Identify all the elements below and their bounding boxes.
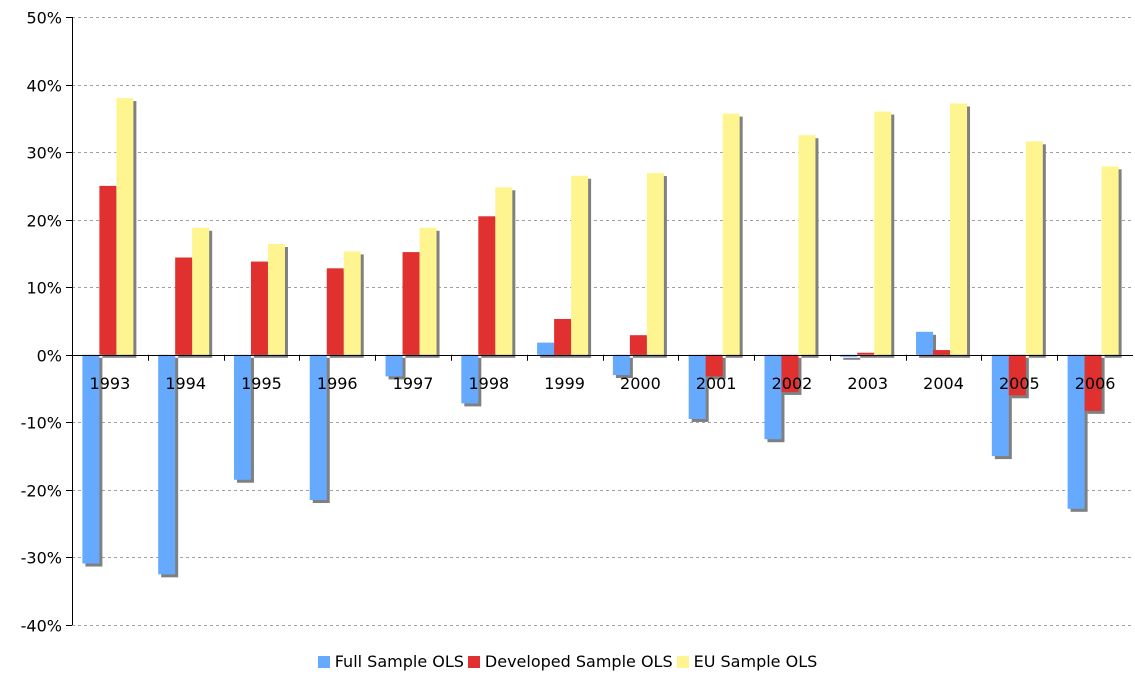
bar [1101,166,1119,355]
legend-item: Full Sample OLS [317,652,464,671]
legend-swatch [317,655,330,668]
bar [309,354,327,501]
bar [764,354,782,440]
x-tick-label: 2005 [999,374,1040,393]
bar [1067,354,1085,509]
legend-label: EU Sample OLS [693,652,818,671]
bar [495,187,513,355]
y-tick-labels: -40% -30% -20% -10% 0% 10% 20% 30% 40% 50% [21,9,62,636]
bar [781,354,799,392]
x-tick-label: 2000 [620,374,661,393]
bar [461,354,479,404]
bar [326,268,344,355]
x-tick-label: 1994 [165,374,206,393]
bar [175,257,193,355]
x-tick-label: 1999 [544,374,585,393]
x-tick-labels: 1993 1994 1995 1996 1997 1998 1999 2000 2001 2002… [90,374,1116,393]
bar [478,216,496,355]
legend-swatch [676,655,689,668]
x-tick-label: 1996 [317,374,358,393]
y-tick-label: -40% [21,617,62,636]
bar-shadow [860,355,878,358]
bar [916,331,934,355]
bar [1008,354,1026,396]
bar [419,227,437,355]
bar [571,175,589,355]
bar [192,227,210,355]
bar [537,342,555,355]
bar [688,354,706,419]
bar [554,318,572,355]
axes [66,17,1133,626]
bar [158,354,176,575]
bar [116,98,134,355]
bar [267,243,285,355]
y-tick-label: 10% [26,279,62,298]
y-tick-label: -20% [21,482,62,501]
bars [82,98,1122,578]
legend-swatch [467,655,480,668]
x-tick-label: 2001 [696,374,737,393]
bar [250,261,268,355]
bar [402,252,420,355]
y-tick-label: 20% [26,212,62,231]
bar [82,354,100,564]
x-tick-label: 1993 [90,374,131,393]
bar [798,135,816,355]
bar [933,350,951,355]
bar [612,354,630,376]
y-tick-label: -30% [21,549,62,568]
bar [991,354,1009,457]
legend: Full Sample OLS Developed Sample OLS EU Sa… [0,652,1135,672]
x-tick-label: 1995 [241,374,282,393]
legend-label: Developed Sample OLS [484,652,673,671]
bar [950,103,968,355]
x-tick-label: 1997 [393,374,434,393]
bar [233,354,251,480]
grid-lines [72,17,1133,626]
y-tick-label: 0% [37,347,62,366]
bar-shadow [843,357,861,360]
bar [1084,354,1102,411]
bar [99,185,117,355]
bar [1025,141,1043,355]
bar [343,251,361,355]
bar [385,354,403,377]
bar [629,335,647,355]
bar-chart: -40%-30%-20%-10%0%10%20%30%40%50% 1993 19… [21,9,1133,636]
bar [857,352,875,355]
legend-label: Full Sample OLS [334,652,464,671]
bar [705,354,723,377]
x-tick-label: 2002 [772,374,813,393]
y-tick-label: 50% [26,9,62,28]
bar [722,113,740,355]
y-tick-label: -10% [21,414,62,433]
bar [874,111,892,355]
x-tick-label: 2004 [923,374,964,393]
y-tick-label: 30% [26,144,62,163]
x-tick-label: 2003 [847,374,888,393]
legend-item: Developed Sample OLS [467,652,673,671]
x-tick-label: 1998 [468,374,509,393]
legend-item: EU Sample OLS [676,652,818,671]
x-tick-label: 2006 [1075,374,1116,393]
bar [646,173,664,355]
y-tick-label: 40% [26,77,62,96]
